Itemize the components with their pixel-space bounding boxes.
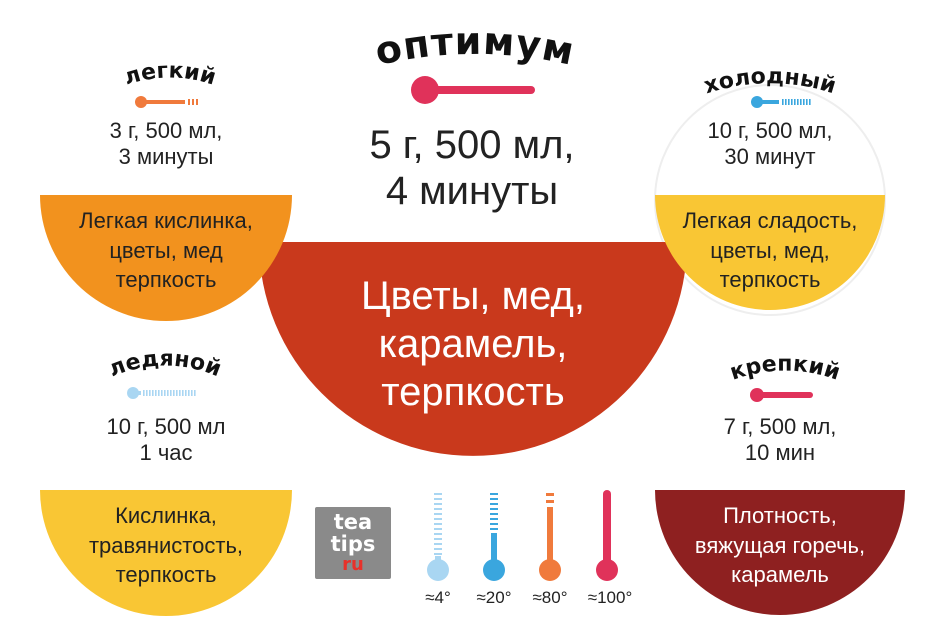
cold-flavor: Легкая сладость, цветы, мед, терпкость [655,206,885,295]
light-dose-line: 3 минуты [118,144,214,170]
teatips-logo: tea tips ru [315,507,391,579]
center-title: оптимум [371,19,578,74]
iced-flavor: Кислинка, травянистость, терпкость [40,501,292,590]
cold-flavor-line: цветы, мед, [710,237,830,263]
center-bowl [259,242,687,456]
strong-dose: 7 г, 500 мл, 10 мин [680,414,880,467]
thermometer-20-small-icon [751,96,811,108]
iced-bowl [40,490,292,616]
thermometer-80-small-icon [135,96,198,108]
logo-line-tips: tips [330,532,376,556]
thermometer-100-small-icon [750,388,813,402]
light-dose: 3 г, 500 мл, 3 минуты [66,118,266,171]
cold-flavor-line: Легкая сладость, [682,208,858,233]
light-flavor: Легкая кислинка, цветы, мед терпкость [40,206,292,295]
light-dose-line: 3 г, 500 мл, [109,118,223,143]
strong-flavor-line: вяжущая горечь, [694,532,866,558]
strong-flavor-line: Плотность, [723,503,837,528]
thermometer-hot-icon [411,76,535,104]
iced-dose: 10 г, 500 мл 1 час [66,414,266,467]
logo-line-ru: ru [342,554,364,575]
center-dose: 5 г, 500 мл, 4 минуты [322,122,622,215]
legend-thermometer-4-icon [427,493,449,581]
strong-dose-line: 7 г, 500 мл, [723,414,837,439]
iced-title: ледяной [105,347,224,383]
center-flavor-line: терпкость [381,370,565,414]
strong-dose-line: 10 мин [744,440,816,466]
light-flavor-line: цветы, мед [109,237,223,263]
legend-label-80: ≈80° [532,588,568,607]
legend-label-20: ≈20° [476,588,512,607]
iced-dose-line: 10 г, 500 мл [106,414,226,439]
center-dose-line: 5 г, 500 мл, [369,123,575,167]
cold-dose-line: 30 минут [724,144,816,170]
strong-flavor: Плотность, вяжущая горечь, карамель [655,501,905,590]
iced-flavor-line: терпкость [115,562,217,588]
light-flavor-line: терпкость [115,267,217,293]
light-flavor-line: Легкая кислинка, [79,208,253,233]
light-bowl [40,195,292,321]
iced-dose-line: 1 час [139,440,193,466]
legend-label-4: ≈4° [425,588,451,607]
strong-title: крепкий [727,352,843,386]
strong-flavor-line: карамель [731,562,829,588]
center-flavor: Цветы, мед, карамель, терпкость [300,272,646,416]
legend-thermometer-20-icon [483,493,505,581]
iced-flavor-line: травянистость, [88,532,244,558]
center-dose-line: 4 минуты [385,169,559,214]
cold-flavor-line: терпкость [719,267,821,293]
center-flavor-line: карамель, [378,322,568,366]
thermometer-4-small-icon [127,387,196,399]
strong-bowl [655,490,905,615]
legend-thermometer-100-icon [596,490,618,581]
cold-bowl [655,195,885,310]
legend-thermometer-80-icon [539,493,561,581]
center-flavor-line: Цветы, мед, [361,274,585,318]
iced-flavor-line: Кислинка, [115,503,217,528]
light-title: легкий [121,58,218,90]
legend-label-100: ≈100° [587,588,633,607]
cold-dose-line: 10 г, 500 мл, [707,118,833,143]
logo-line-tea: tea [333,510,373,534]
cold-dose: 10 г, 500 мл, 30 минут [670,118,870,171]
